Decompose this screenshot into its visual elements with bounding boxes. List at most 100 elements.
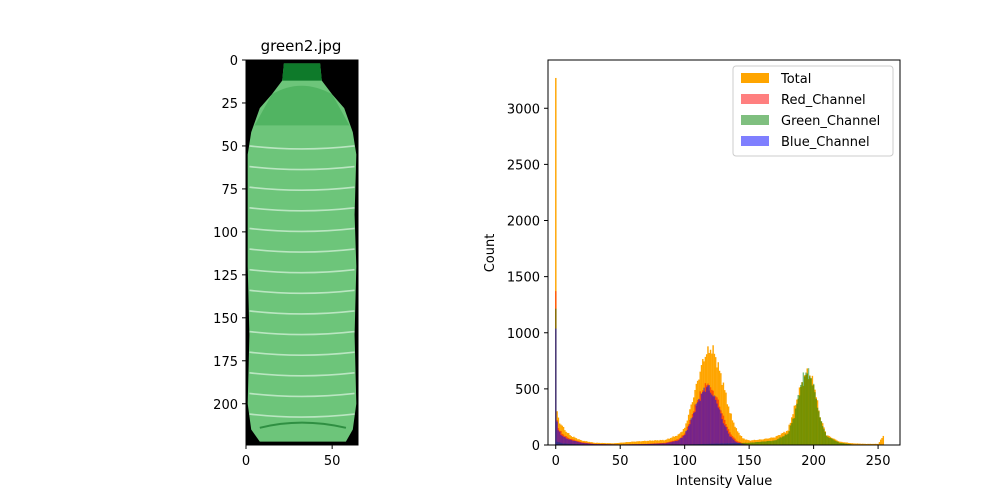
histogram-bar <box>725 427 727 445</box>
histogram-bar <box>774 440 776 445</box>
histogram-bar <box>811 385 814 445</box>
histogram-bar <box>698 398 700 445</box>
image-y-tick-label: 200 <box>213 398 238 413</box>
histogram-bar <box>610 443 612 445</box>
histogram-bar <box>699 400 701 445</box>
bottle-base <box>259 421 347 429</box>
histogram-bar <box>872 443 874 445</box>
histogram-bar <box>658 440 660 445</box>
histogram-bar <box>619 442 621 445</box>
histogram-bar <box>653 443 655 445</box>
histogram-bar <box>716 403 718 445</box>
histogram-bar <box>856 443 859 445</box>
histogram-bar <box>687 426 690 445</box>
histogram-bar <box>707 385 709 445</box>
histogram-bar <box>874 443 877 445</box>
histogram-bar <box>665 439 668 445</box>
histogram-bar <box>556 421 558 445</box>
histogram-bar <box>633 441 636 445</box>
histogram-bar <box>654 443 656 445</box>
histogram-bar <box>863 443 865 445</box>
histogram-bar <box>662 443 664 445</box>
histogram-bar <box>734 441 736 445</box>
histogram-bar <box>555 328 557 445</box>
histogram-bar <box>838 442 841 445</box>
histogram-bar <box>736 442 739 445</box>
histogram-bar <box>861 443 864 445</box>
image-x-tick-label: 0 <box>242 454 250 469</box>
histogram-bar <box>646 440 649 445</box>
histogram-bar <box>645 441 647 445</box>
histogram-bar <box>881 438 883 445</box>
histogram-bar <box>789 425 792 445</box>
bottle-ridge <box>249 372 355 377</box>
histogram-bar <box>644 440 646 445</box>
histogram-bar <box>854 443 856 445</box>
histogram-bar <box>779 437 781 445</box>
histogram-bar <box>873 443 876 445</box>
histogram-bar <box>868 443 870 445</box>
y-tick-label: 1500 <box>507 271 540 286</box>
histogram-bar <box>558 431 561 445</box>
histogram-bar <box>658 443 660 445</box>
histogram-bar <box>578 442 580 445</box>
histogram-bar <box>668 442 670 445</box>
legend-swatch <box>741 73 769 83</box>
histogram-bar <box>747 440 749 445</box>
x-tick-label: 100 <box>672 454 697 469</box>
histogram-bar <box>757 441 759 445</box>
histogram-bar <box>787 433 789 445</box>
plot-frame <box>547 59 901 446</box>
histogram-bar <box>650 440 652 445</box>
image-y-tick-label: 175 <box>213 355 238 370</box>
histogram-bar <box>850 443 852 445</box>
histogram-bar <box>843 443 846 445</box>
histogram-bar <box>752 442 754 445</box>
histogram-bar <box>681 437 683 445</box>
histogram-bar <box>812 383 815 445</box>
histogram-bar <box>649 443 651 445</box>
histogram-bar <box>667 442 669 445</box>
y-tick-label: 3000 <box>507 102 540 117</box>
histogram-bar <box>720 373 722 445</box>
histogram-bar <box>690 418 692 445</box>
histogram-bar <box>651 440 654 445</box>
histogram-bar <box>743 442 745 445</box>
histogram-bar <box>727 433 730 445</box>
histogram-bar <box>602 443 605 445</box>
histogram-bar <box>793 418 796 445</box>
histogram-bar <box>660 443 663 445</box>
histogram-bar <box>849 443 851 445</box>
histogram-bar <box>573 440 575 445</box>
histogram-bar <box>827 436 829 445</box>
histogram-bar <box>845 443 847 445</box>
histogram-bar <box>705 387 708 445</box>
histogram-bar <box>756 441 758 445</box>
histogram-bar <box>655 443 658 445</box>
image-title: green2.jpg <box>261 37 342 55</box>
histogram-bar <box>695 403 698 445</box>
histogram-bar <box>751 442 753 445</box>
histogram-bar <box>653 440 655 445</box>
x-tick-label: 150 <box>737 454 762 469</box>
histogram-bar <box>876 443 878 445</box>
histogram-bar <box>567 439 570 445</box>
histogram-bar <box>592 443 594 445</box>
histogram-bar <box>735 428 738 445</box>
histogram-bar <box>748 440 750 445</box>
histogram-bar <box>560 434 562 445</box>
histogram-bar <box>684 435 686 445</box>
bottle-ridge <box>249 413 355 418</box>
histogram-bar <box>651 443 654 445</box>
histogram-bar <box>865 443 868 445</box>
x-tick-label: 200 <box>801 454 826 469</box>
histogram-bar <box>797 394 799 445</box>
histogram-bar <box>819 417 821 445</box>
histogram-bar <box>831 438 833 445</box>
y-tick-label: 2500 <box>507 158 540 173</box>
histogram-bar <box>722 423 725 445</box>
legend-label: Blue_Channel <box>781 135 870 150</box>
histogram-bar <box>775 440 778 445</box>
histogram-bar <box>738 432 740 445</box>
